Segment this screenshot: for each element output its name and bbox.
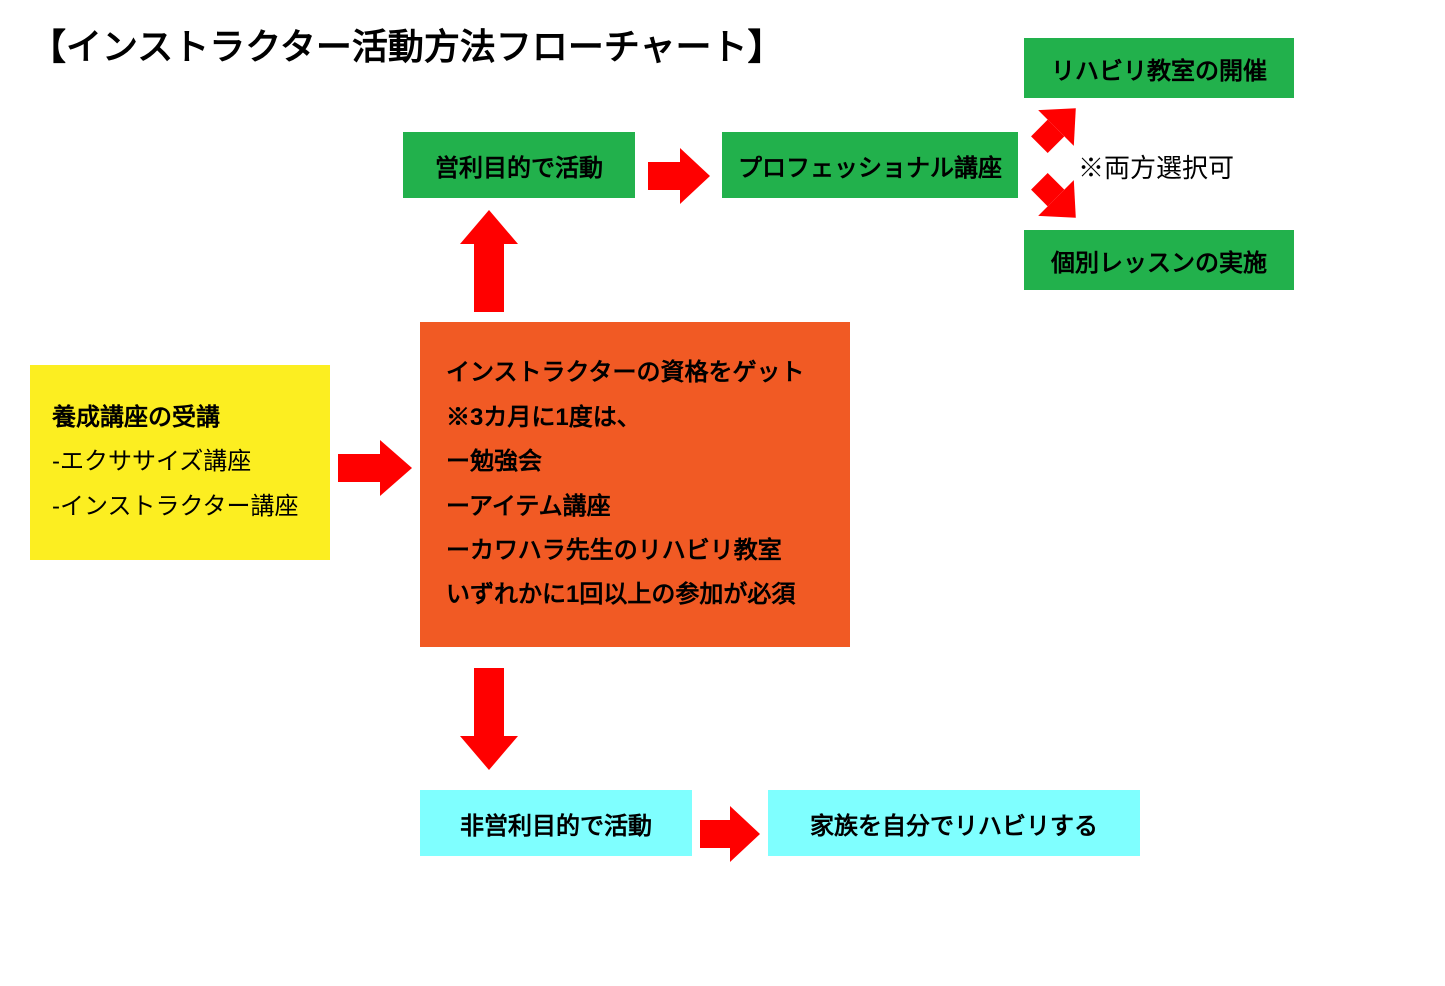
- orange-line5: ーカワハラ先生のリハビリ教室: [446, 529, 782, 573]
- yellow-line2: -エクササイズ講座: [52, 440, 251, 484]
- node-individual-lesson: 個別レッスンの実施: [1024, 230, 1294, 290]
- node-professional-course: プロフェッショナル講座: [722, 132, 1018, 198]
- orange-line6: いずれかに1回以上の参加が必須: [446, 573, 795, 617]
- yellow-line3: -インストラクター講座: [52, 485, 299, 529]
- rehab-class-label: リハビリ教室の開催: [1051, 51, 1267, 86]
- node-training-course: 養成講座の受講 -エクササイズ講座 -インストラクター講座: [30, 365, 330, 560]
- for-profit-label: 営利目的で活動: [435, 148, 603, 183]
- nonprofit-label: 非営利目的で活動: [460, 806, 652, 841]
- page-title: 【インストラクター活動方法フローチャート】: [30, 18, 783, 70]
- orange-line1: インストラクターの資格をゲット: [446, 351, 805, 395]
- node-nonprofit: 非営利目的で活動: [420, 790, 692, 856]
- note-both-selectable: ※両方選択可: [1078, 148, 1234, 185]
- family-rehab-label: 家族を自分でリハビリする: [810, 806, 1098, 841]
- professional-course-label: プロフェッショナル講座: [738, 148, 1002, 183]
- node-rehab-class: リハビリ教室の開催: [1024, 38, 1294, 98]
- yellow-line1: 養成講座の受講: [52, 396, 220, 440]
- orange-line2: ※3カ月に1度は、: [446, 396, 641, 440]
- individual-lesson-label: 個別レッスンの実施: [1051, 243, 1267, 278]
- node-family-rehab: 家族を自分でリハビリする: [768, 790, 1140, 856]
- orange-line4: ーアイテム講座: [446, 485, 611, 529]
- node-instructor-qualification: インストラクターの資格をゲット ※3カ月に1度は、 ー勉強会 ーアイテム講座 ー…: [420, 322, 850, 647]
- orange-line3: ー勉強会: [446, 440, 542, 484]
- node-for-profit: 営利目的で活動: [403, 132, 635, 198]
